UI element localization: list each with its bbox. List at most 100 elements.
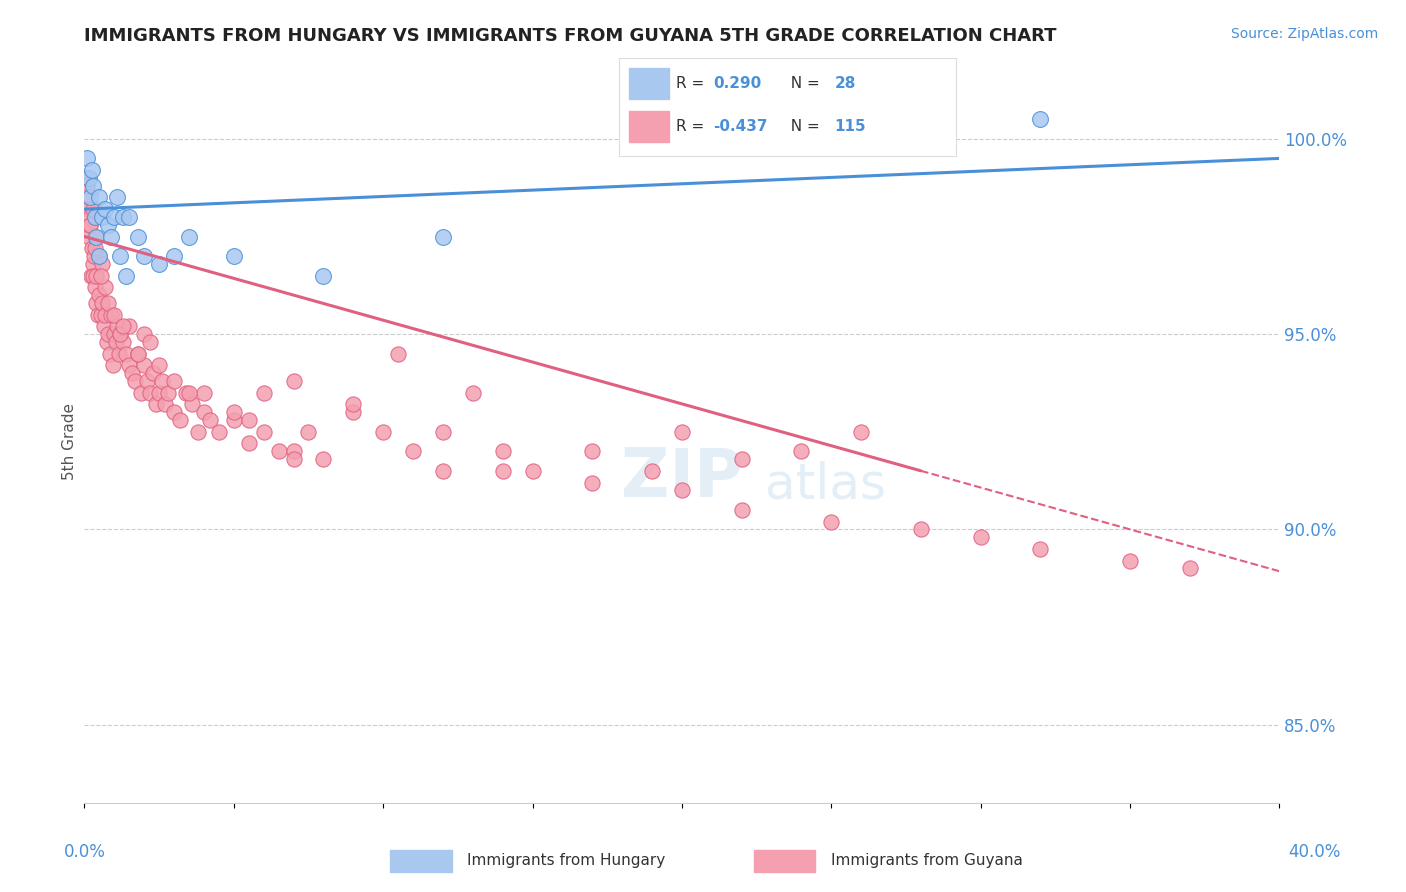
Point — [82, 178, 104, 193]
Point — [342, 405, 364, 419]
Text: Immigrants from Hungary: Immigrants from Hungary — [467, 854, 666, 868]
Point — [163, 374, 186, 388]
Point — [150, 374, 173, 388]
Text: IMMIGRANTS FROM HUNGARY VS IMMIGRANTS FROM GUYANA 5TH GRADE CORRELATION CHART: IMMIGRANTS FROM HUNGARY VS IMMIGRANTS FR… — [84, 27, 1057, 45]
Point — [115, 268, 138, 283]
Point — [267, 444, 290, 458]
Text: 0.0%: 0.0% — [63, 843, 105, 861]
Point — [148, 359, 170, 373]
Point — [148, 257, 170, 271]
Point — [193, 405, 215, 419]
Text: 40.0%: 40.0% — [1288, 843, 1341, 861]
Point — [163, 405, 186, 419]
Point — [97, 327, 120, 342]
Point — [80, 241, 103, 255]
Point — [76, 178, 98, 193]
Point — [169, 413, 191, 427]
Point — [253, 425, 276, 439]
Point — [118, 319, 141, 334]
Point — [103, 308, 125, 322]
Point — [283, 444, 305, 458]
Text: atlas: atlas — [765, 461, 886, 509]
Point — [174, 385, 197, 400]
Point — [124, 374, 146, 388]
Point — [312, 268, 335, 283]
Text: 28: 28 — [835, 76, 856, 91]
Point — [100, 308, 122, 322]
Point — [112, 210, 135, 224]
Point — [100, 229, 122, 244]
Point — [970, 530, 993, 544]
Point — [492, 444, 515, 458]
Point — [910, 523, 932, 537]
Point — [198, 413, 221, 427]
Point — [121, 366, 143, 380]
Point — [127, 346, 149, 360]
Text: 115: 115 — [835, 120, 866, 134]
Y-axis label: 5th Grade: 5th Grade — [62, 403, 77, 480]
Point — [89, 288, 111, 302]
Point — [222, 405, 245, 419]
Point — [671, 483, 693, 498]
Point — [94, 202, 117, 216]
Point — [86, 268, 108, 283]
Point — [87, 308, 110, 322]
Point — [110, 327, 132, 342]
Point — [98, 346, 121, 360]
Point — [90, 308, 112, 322]
Point — [86, 229, 108, 244]
Point — [153, 397, 176, 411]
Point — [103, 210, 125, 224]
Point — [79, 218, 101, 232]
Point — [82, 268, 104, 283]
Point — [76, 152, 98, 166]
Point — [112, 319, 135, 334]
Point — [89, 249, 111, 263]
Point — [86, 229, 108, 244]
Point — [671, 425, 693, 439]
Text: R =: R = — [676, 120, 709, 134]
Point — [790, 444, 813, 458]
Point — [79, 210, 101, 224]
Point — [461, 385, 484, 400]
Point — [373, 425, 395, 439]
Point — [432, 425, 454, 439]
Point — [91, 257, 114, 271]
Point — [94, 308, 117, 322]
Point — [77, 170, 100, 185]
Text: 0.290: 0.290 — [713, 76, 762, 91]
Point — [91, 296, 114, 310]
Point — [127, 229, 149, 244]
Point — [581, 475, 603, 490]
Point — [97, 296, 120, 310]
Point — [112, 334, 135, 349]
Point — [80, 268, 103, 283]
Text: ZIP: ZIP — [621, 445, 742, 510]
Bar — [754, 849, 815, 872]
Point — [110, 249, 132, 263]
Point — [181, 397, 204, 411]
Text: Immigrants from Guyana: Immigrants from Guyana — [831, 854, 1022, 868]
Point — [79, 218, 101, 232]
Point — [139, 385, 162, 400]
Point — [105, 319, 128, 334]
Point — [492, 464, 515, 478]
Point — [641, 464, 664, 478]
Point — [851, 425, 873, 439]
Text: -0.437: -0.437 — [713, 120, 768, 134]
Point — [731, 503, 754, 517]
Point — [1029, 112, 1052, 127]
Point — [75, 170, 97, 185]
Point — [118, 359, 141, 373]
Point — [107, 346, 129, 360]
Bar — [628, 111, 669, 143]
Point — [132, 249, 156, 263]
Bar — [628, 68, 669, 99]
Point — [91, 210, 114, 224]
Point — [82, 257, 104, 271]
Point — [132, 359, 156, 373]
Point — [222, 413, 245, 427]
Point — [77, 229, 100, 244]
Point — [731, 452, 754, 467]
Bar — [391, 849, 453, 872]
